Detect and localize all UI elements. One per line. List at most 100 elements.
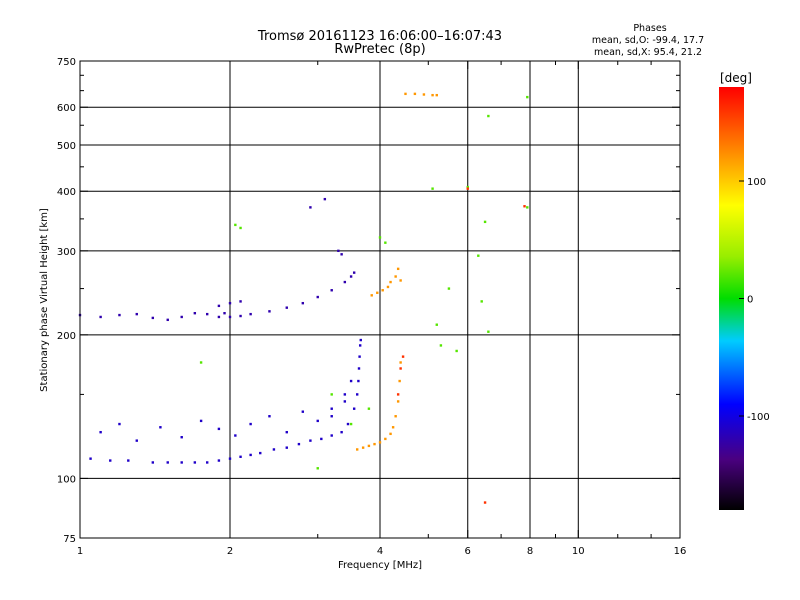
axis-ticks bbox=[79, 60, 681, 539]
data-point bbox=[337, 249, 340, 253]
data-point bbox=[205, 461, 209, 464]
data-point bbox=[249, 312, 252, 316]
data-point bbox=[109, 459, 112, 462]
data-point bbox=[159, 426, 162, 429]
chart-title: Tromsø 20161123 16:06:00–16:07:43 bbox=[257, 29, 502, 44]
data-point bbox=[396, 400, 400, 403]
colorbar-tick-label: -100 bbox=[747, 412, 770, 423]
data-point bbox=[358, 355, 361, 358]
data-point bbox=[439, 344, 443, 347]
data-point bbox=[330, 407, 333, 410]
data-point bbox=[466, 185, 469, 189]
data-point bbox=[301, 301, 305, 305]
colorbar-ticks: 100 0 -100 bbox=[739, 177, 770, 423]
x-tick-label: 16 bbox=[674, 546, 687, 557]
data-point bbox=[239, 314, 242, 318]
data-point bbox=[217, 427, 221, 431]
data-point bbox=[330, 415, 333, 418]
data-point bbox=[394, 415, 397, 418]
data-point bbox=[359, 338, 362, 342]
data-point bbox=[309, 439, 312, 442]
x-tick-label: 1 bbox=[77, 546, 83, 557]
x-tick-label: 6 bbox=[465, 546, 471, 557]
data-point bbox=[239, 300, 242, 303]
data-point bbox=[378, 236, 382, 239]
data-point bbox=[435, 93, 438, 97]
chart-subtitle: RwPretec (8p) bbox=[334, 42, 425, 57]
data-point bbox=[180, 461, 183, 464]
stats-line-x: mean, sd,X: 95.4, 21.2 bbox=[594, 47, 702, 58]
data-point bbox=[389, 432, 392, 436]
data-point bbox=[118, 422, 121, 426]
data-point bbox=[386, 285, 390, 289]
data-point bbox=[435, 323, 438, 326]
data-point bbox=[343, 400, 347, 403]
colorbar-tick-label: 100 bbox=[747, 177, 766, 188]
colorbar-label: [deg] bbox=[720, 71, 752, 85]
data-point bbox=[466, 187, 469, 190]
grid-lines bbox=[80, 61, 680, 538]
data-point bbox=[398, 379, 401, 383]
data-point bbox=[249, 422, 252, 426]
data-point bbox=[285, 446, 288, 449]
data-point bbox=[309, 206, 312, 209]
data-point bbox=[99, 315, 102, 319]
data-point bbox=[330, 393, 333, 396]
data-point bbox=[127, 459, 130, 462]
data-point bbox=[413, 92, 417, 96]
data-point bbox=[367, 444, 371, 448]
data-point bbox=[268, 415, 271, 418]
data-point bbox=[378, 441, 382, 444]
data-point bbox=[483, 220, 487, 224]
data-point bbox=[526, 206, 529, 209]
data-point bbox=[118, 313, 121, 317]
data-point bbox=[384, 241, 387, 244]
data-point bbox=[217, 304, 221, 308]
data-point bbox=[396, 267, 400, 271]
data-point bbox=[357, 379, 360, 383]
data-point bbox=[217, 315, 221, 319]
data-point bbox=[381, 289, 384, 292]
data-points bbox=[78, 92, 529, 504]
data-point bbox=[180, 436, 183, 439]
data-point bbox=[320, 437, 323, 441]
data-point bbox=[389, 280, 392, 284]
data-point bbox=[487, 330, 490, 333]
data-point bbox=[223, 311, 226, 315]
data-point bbox=[249, 453, 252, 457]
data-point bbox=[199, 361, 203, 364]
data-point bbox=[487, 114, 490, 118]
data-point bbox=[349, 275, 353, 278]
data-point bbox=[370, 294, 373, 297]
data-point bbox=[391, 426, 395, 429]
y-tick-label: 300 bbox=[57, 247, 76, 258]
data-point bbox=[483, 501, 487, 504]
data-point bbox=[394, 275, 397, 278]
data-point bbox=[340, 253, 343, 256]
data-point bbox=[199, 419, 203, 423]
data-point bbox=[217, 459, 221, 462]
data-point bbox=[396, 393, 400, 396]
x-tick-label: 8 bbox=[527, 546, 533, 557]
data-point bbox=[205, 312, 209, 316]
y-axis-label: Stationary phase Virtual Height [km] bbox=[39, 208, 50, 392]
data-point bbox=[455, 349, 458, 353]
x-tick-label: 10 bbox=[572, 546, 585, 557]
y-tick-label: 750 bbox=[57, 57, 76, 68]
data-point bbox=[373, 442, 376, 446]
data-point bbox=[355, 393, 359, 396]
data-point bbox=[193, 311, 197, 315]
tick-labels: 1 2 4 6 8 10 16 75 100 200 300 400 500 600 750 bbox=[57, 57, 686, 557]
data-point bbox=[401, 355, 405, 358]
data-point bbox=[526, 95, 529, 99]
data-point bbox=[422, 93, 426, 96]
data-point bbox=[480, 300, 483, 303]
data-point bbox=[323, 197, 327, 201]
data-point bbox=[135, 439, 138, 442]
data-point bbox=[399, 279, 402, 282]
data-point bbox=[316, 467, 319, 470]
data-point bbox=[340, 430, 343, 434]
data-point bbox=[367, 407, 371, 410]
data-point bbox=[228, 301, 232, 305]
